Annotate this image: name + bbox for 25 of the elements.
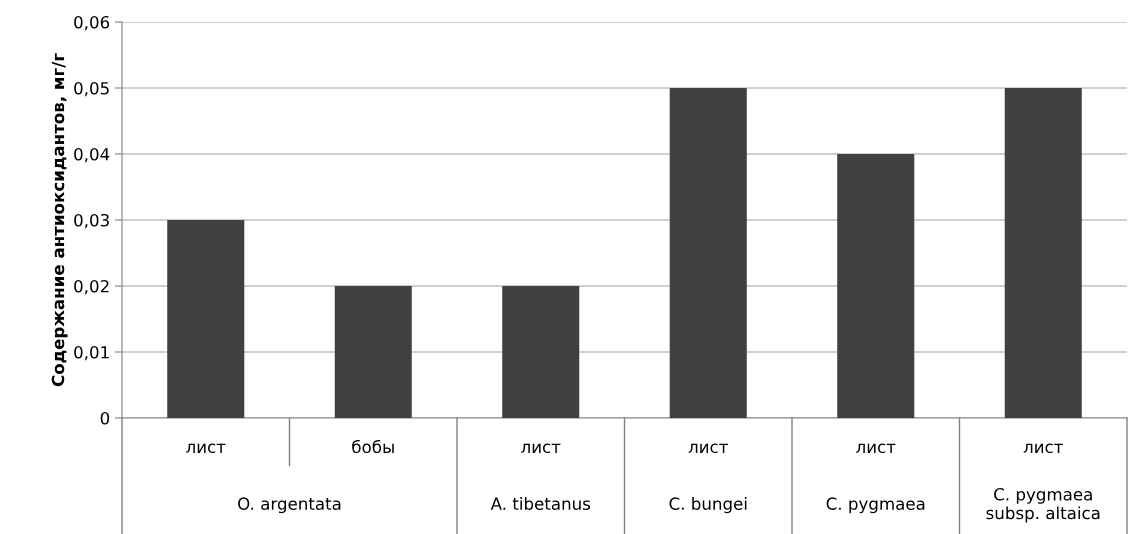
y-tick-label: 0,01 xyxy=(74,345,109,361)
x-tick-label: бобы xyxy=(352,439,394,454)
bar xyxy=(837,154,915,418)
y-tick-label: 0,02 xyxy=(74,279,109,295)
x-tick-label: лист xyxy=(521,443,561,454)
text: C. pygmaea xyxy=(826,497,925,514)
x-tick-label: лист xyxy=(186,443,226,454)
x-tick-label: лист xyxy=(688,443,728,454)
bar xyxy=(334,286,412,418)
bar xyxy=(502,286,580,418)
x-tick-label: лист xyxy=(1023,443,1063,454)
text: C. bungei xyxy=(669,497,747,514)
text: A. tibetanus xyxy=(490,497,591,510)
y-tick-label: 0 xyxy=(100,411,110,425)
y-tick-label: 0,05 xyxy=(74,81,109,97)
y-tick-label: 0,04 xyxy=(74,147,110,163)
bar xyxy=(167,220,245,418)
text: O. argentata xyxy=(238,497,341,514)
y-axis-title: Содержание антиоксидантов, мг/г xyxy=(51,53,68,387)
bar xyxy=(669,88,747,418)
y-tick-label: 0,06 xyxy=(74,15,110,31)
text: C. pygmaea subsp. altaica xyxy=(986,488,1100,523)
x-tick-label: лист xyxy=(856,443,896,454)
bar xyxy=(1004,88,1082,418)
y-tick-label: 0,03 xyxy=(74,213,109,229)
